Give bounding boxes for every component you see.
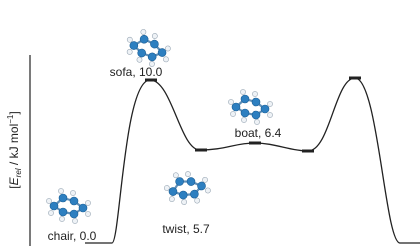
node-label: sofa, 10.0 <box>110 65 163 79</box>
twist-molecule <box>161 165 213 210</box>
sofa-molecule <box>123 27 173 69</box>
node-label: twist, 5.7 <box>162 222 210 236</box>
chair-molecule <box>46 188 90 223</box>
node-label: boat, 6.4 <box>235 126 282 140</box>
boat-molecule <box>228 89 272 124</box>
y-axis-label: [Erel / kJ mol−1] <box>6 111 23 188</box>
energy-diagram: [Erel / kJ mol−1] chair, 0.0 sofa, 10.0 … <box>0 0 420 249</box>
node-label: chair, 0.0 <box>48 229 97 243</box>
